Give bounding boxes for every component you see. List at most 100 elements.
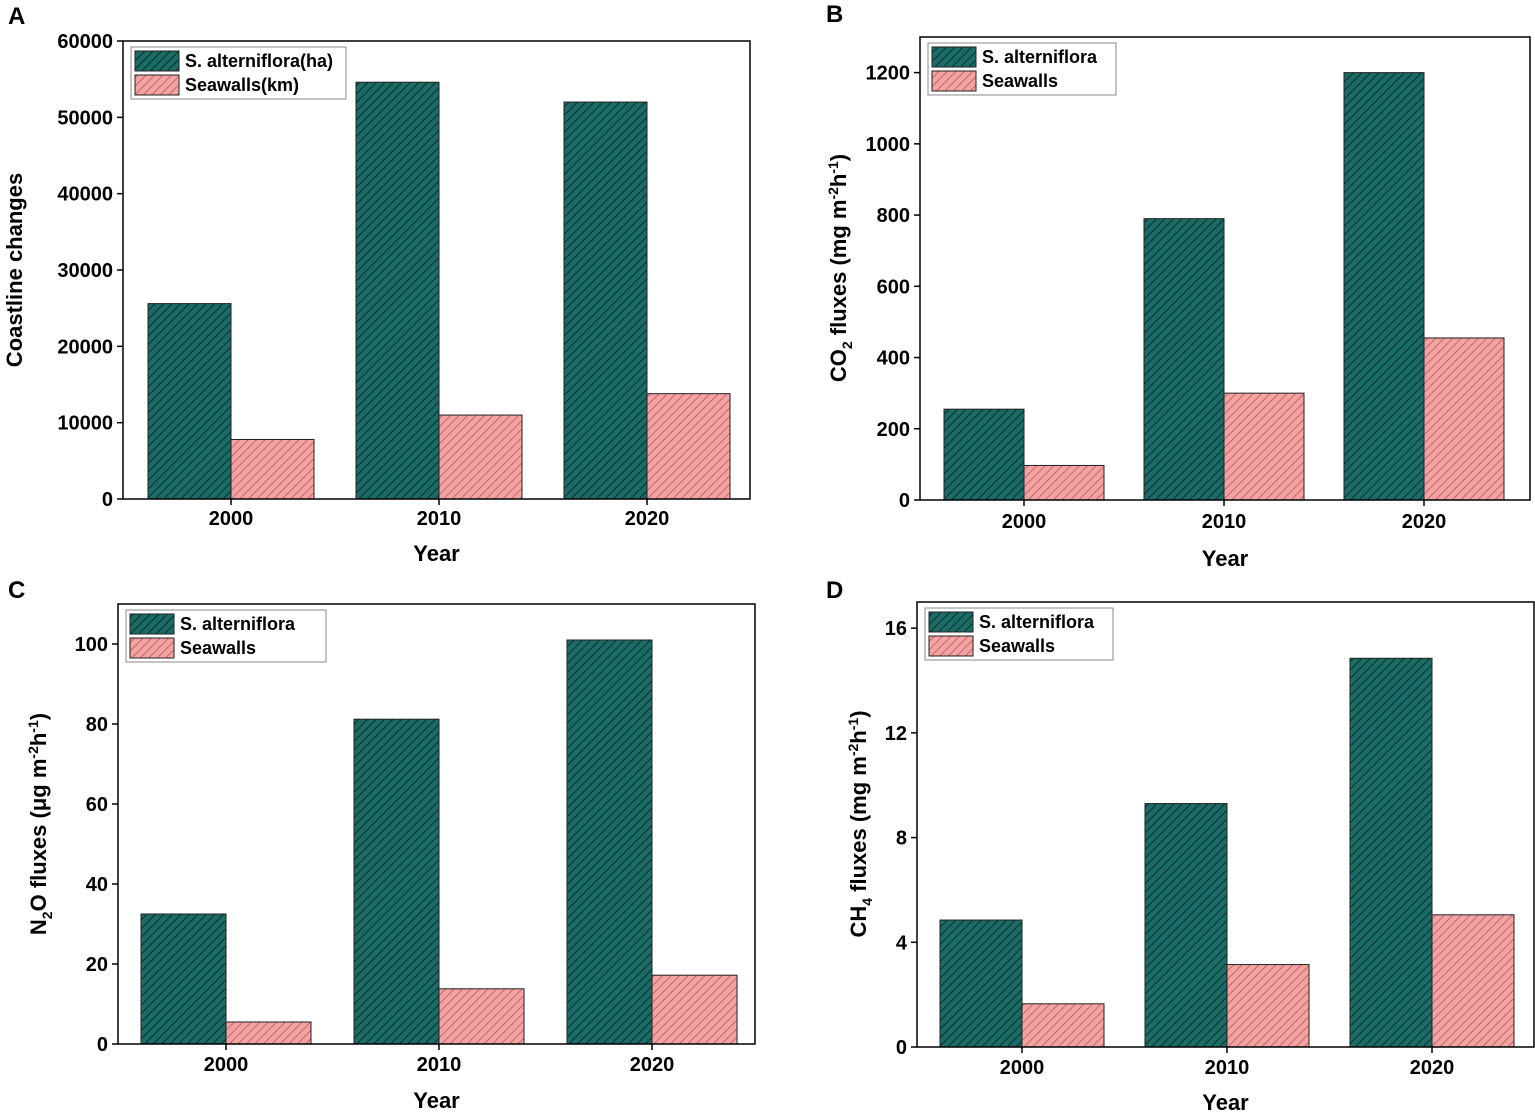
y-tick-label: 10000: [57, 413, 113, 435]
y-tick-label: 80: [86, 714, 108, 736]
bar-seawalls-2020: [646, 393, 731, 500]
x-axis-title: Year: [413, 1088, 460, 1113]
y-tick-label: 0: [899, 490, 910, 512]
x-axis-title: Year: [413, 541, 460, 566]
bar-s-alterniflora-2020: [1343, 72, 1425, 501]
y-tick-label: 16: [885, 618, 907, 640]
legend-label: S. alterniflora(ha): [185, 51, 333, 71]
x-axis-title: Year: [1202, 546, 1249, 571]
y-tick-label: 1000: [866, 134, 911, 156]
panel-a: A 2000 2010 2020 0 10000 20000 30000 40000 50000 6…: [2, 3, 751, 566]
legend-swatch-seawalls: [134, 74, 180, 96]
legend-swatch-seawalls: [129, 637, 175, 659]
y-tick-label: 1200: [866, 63, 911, 85]
x-tick-label: 2000: [1000, 1057, 1045, 1079]
panel-d: D 2000 2010 2020 0 4 8 12 16 Year CH4 fluxes (mg m…: [826, 577, 1535, 1113]
bar-seawalls-2000: [1023, 464, 1105, 501]
legend: S. alterniflora Seawalls: [927, 42, 1117, 96]
y-axis-title: CH4 fluxes (mg m-2h-1): [845, 710, 875, 937]
x-tick-label: 2000: [204, 1054, 249, 1076]
y-tick-label: 20: [86, 954, 108, 976]
legend-swatch-seawalls: [931, 70, 977, 92]
y-tick-label: 12: [885, 723, 907, 745]
bar-s-alterniflora-2020: [563, 101, 648, 500]
plot-frame: [916, 601, 1535, 1048]
legend: S. alterniflora Seawalls: [924, 607, 1114, 661]
y-tick-label: 50000: [57, 107, 113, 129]
bar-seawalls-2000: [1021, 1003, 1105, 1048]
x-tick-label: 2020: [625, 508, 670, 530]
bar-s-alterniflora-2000: [140, 913, 227, 1045]
legend-swatch-s-alterniflora: [928, 611, 974, 633]
y-tick-label: 60000: [57, 31, 113, 53]
panel-letter: B: [826, 1, 843, 28]
bar-seawalls-2010: [438, 414, 523, 500]
legend: S. alterniflora Seawalls: [125, 609, 327, 663]
panel-b: B 2000 2010 2020 0 200 400 600 800 1000 1200 Year CO…: [825, 1, 1531, 571]
x-tick-label: 2010: [1205, 1057, 1250, 1079]
x-tick-label: 2020: [1402, 511, 1447, 533]
y-axis-title: CO2 fluxes (mg m-2h-1): [825, 154, 855, 382]
panel-letter: D: [826, 577, 843, 604]
bar-seawalls-2020: [651, 974, 738, 1045]
plot-frame: [919, 36, 1531, 501]
y-tick-label: 0: [97, 1034, 108, 1056]
y-tick-label: 4: [896, 932, 908, 954]
bar-s-alterniflora-2020: [1349, 657, 1433, 1048]
y-tick-label: 20000: [57, 336, 113, 358]
bar-s-alterniflora-2000: [939, 919, 1023, 1048]
y-tick-label: 40000: [57, 184, 113, 206]
y-tick-label: 60: [86, 794, 108, 816]
y-tick-label: 400: [877, 348, 910, 370]
x-tick-label: 2010: [417, 1054, 462, 1076]
y-tick-label: 30000: [57, 260, 113, 282]
bar-s-alterniflora-2010: [353, 718, 440, 1045]
bar-seawalls-2010: [1223, 392, 1305, 501]
bar-seawalls-2020: [1431, 914, 1515, 1048]
bar-s-alterniflora-2010: [355, 81, 440, 500]
legend-label: S. alterniflora: [979, 612, 1095, 632]
plot-frame: [117, 603, 756, 1045]
bar-s-alterniflora-2000: [943, 408, 1025, 501]
panel-letter: A: [8, 3, 25, 30]
bar-s-alterniflora-2010: [1143, 218, 1225, 501]
legend-label: S. alterniflora: [982, 47, 1098, 67]
legend-swatch-s-alterniflora: [134, 50, 180, 72]
y-tick-label: 0: [896, 1037, 907, 1059]
y-axis-title: N2O fluxes (μg m-2h-1): [25, 713, 55, 935]
legend-swatch-s-alterniflora: [129, 613, 175, 635]
bar-seawalls-2000: [225, 1021, 312, 1045]
legend-swatch-s-alterniflora: [931, 46, 977, 68]
y-tick-label: 200: [877, 419, 910, 441]
x-tick-label: 2020: [630, 1054, 675, 1076]
x-axis-title: Year: [1202, 1090, 1249, 1113]
bar-s-alterniflora-2000: [147, 303, 232, 500]
x-tick-label: 2010: [1202, 511, 1247, 533]
y-axis-title: Coastline changes: [2, 173, 27, 367]
x-tick-label: 2000: [1002, 511, 1047, 533]
bar-seawalls-2000: [230, 438, 315, 500]
legend: S. alterniflora(ha) Seawalls(km): [130, 46, 347, 100]
x-tick-label: 2000: [209, 508, 254, 530]
legend-label: Seawalls(km): [185, 75, 299, 95]
y-tick-label: 100: [75, 634, 108, 656]
x-tick-label: 2020: [1410, 1057, 1455, 1079]
bar-seawalls-2010: [438, 988, 525, 1045]
bar-seawalls-2020: [1423, 337, 1505, 501]
bar-s-alterniflora-2020: [566, 639, 653, 1045]
bar-s-alterniflora-2010: [1144, 803, 1228, 1048]
y-tick-label: 8: [896, 828, 907, 850]
bar-seawalls-2010: [1226, 964, 1310, 1048]
legend-label: Seawalls: [979, 636, 1055, 656]
y-tick-label: 800: [877, 205, 910, 227]
panel-letter: C: [8, 577, 25, 604]
y-tick-label: 600: [877, 276, 910, 298]
x-tick-label: 2010: [417, 508, 462, 530]
legend-label: S. alterniflora: [180, 614, 296, 634]
panel-c: C 2000 2010 2020 0 20 40 60 80 100 Year N2O fluxes …: [8, 577, 756, 1113]
y-tick-label: 0: [102, 489, 113, 511]
y-tick-label: 40: [86, 874, 108, 896]
legend-swatch-seawalls: [928, 635, 974, 657]
legend-label: Seawalls: [982, 71, 1058, 91]
